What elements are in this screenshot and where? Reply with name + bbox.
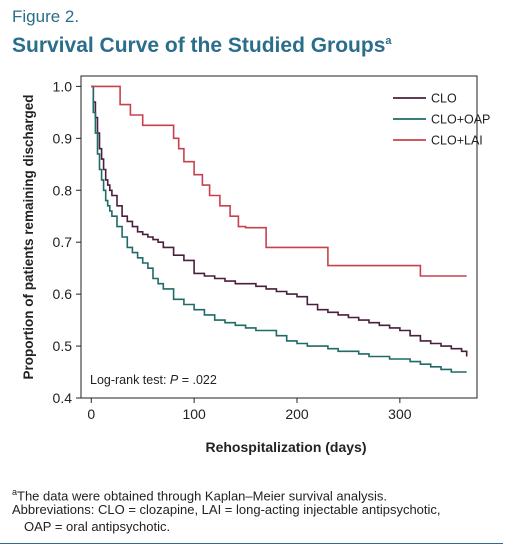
y-tick-label: 0.5 bbox=[53, 338, 73, 354]
x-axis-label: Rehospitalization (days) bbox=[205, 439, 366, 455]
series-line-clo-lai bbox=[91, 85, 467, 277]
legend-label: CLO bbox=[431, 92, 457, 106]
annotation-p: P bbox=[170, 373, 179, 387]
footnote-marker: a bbox=[12, 487, 18, 497]
figure-title: Survival Curve of the Studied Groupsa bbox=[12, 34, 392, 58]
legend-label: CLO+LAI bbox=[431, 134, 483, 148]
title-footnote-marker: a bbox=[385, 35, 392, 47]
y-tick-label: 0.6 bbox=[53, 286, 73, 302]
x-tick-label: 0 bbox=[87, 406, 95, 422]
legend-label: CLO+OAP bbox=[431, 113, 490, 127]
series-line-clo bbox=[91, 85, 468, 357]
log-rank-annotation: Log-rank test: P = .022 bbox=[90, 373, 217, 387]
footnote-abbreviations: Abbreviations: CLO = clozapine, LAI = lo… bbox=[12, 502, 441, 517]
figure-label: Figure 2. bbox=[12, 7, 80, 26]
y-tick-label: 1.0 bbox=[53, 78, 73, 94]
annotation-value: = .022 bbox=[178, 373, 217, 387]
footnote-source-text: The data were obtained through Kaplan–Me… bbox=[17, 488, 388, 504]
annotation-prefix: Log-rank test: bbox=[90, 373, 170, 387]
plot-frame bbox=[80, 75, 478, 399]
y-axis-label: Proportion of patients remaining dischar… bbox=[21, 94, 36, 379]
survival-chart: 0.4 0.5 0.6 0.7 0.8 0.9 1.0 0 100 200 300 Proporti… bbox=[21, 75, 490, 455]
y-tick-label: 0.9 bbox=[53, 130, 73, 146]
x-tick-label: 200 bbox=[285, 406, 309, 422]
x-tick-label: 300 bbox=[388, 406, 412, 422]
footnote-abbreviations-cont: OAP = oral antipsychotic. bbox=[24, 519, 171, 534]
y-tick-label: 0.4 bbox=[53, 390, 73, 406]
footnote-source: aThe data were obtained through Kaplan–M… bbox=[12, 484, 387, 504]
y-tick-label: 0.8 bbox=[53, 182, 73, 198]
bottom-rule bbox=[0, 543, 503, 544]
series-line-clo-oap bbox=[91, 85, 467, 373]
axis-ticks: 0.4 0.5 0.6 0.7 0.8 0.9 1.0 0 100 200 300 bbox=[53, 78, 412, 422]
survival-curves bbox=[91, 85, 468, 373]
x-tick-label: 100 bbox=[182, 406, 206, 422]
y-tick-label: 0.7 bbox=[53, 234, 73, 250]
legend: CLO CLO+OAP CLO+LAI bbox=[393, 92, 490, 148]
figure-title-text: Survival Curve of the Studied Groups bbox=[12, 34, 386, 57]
